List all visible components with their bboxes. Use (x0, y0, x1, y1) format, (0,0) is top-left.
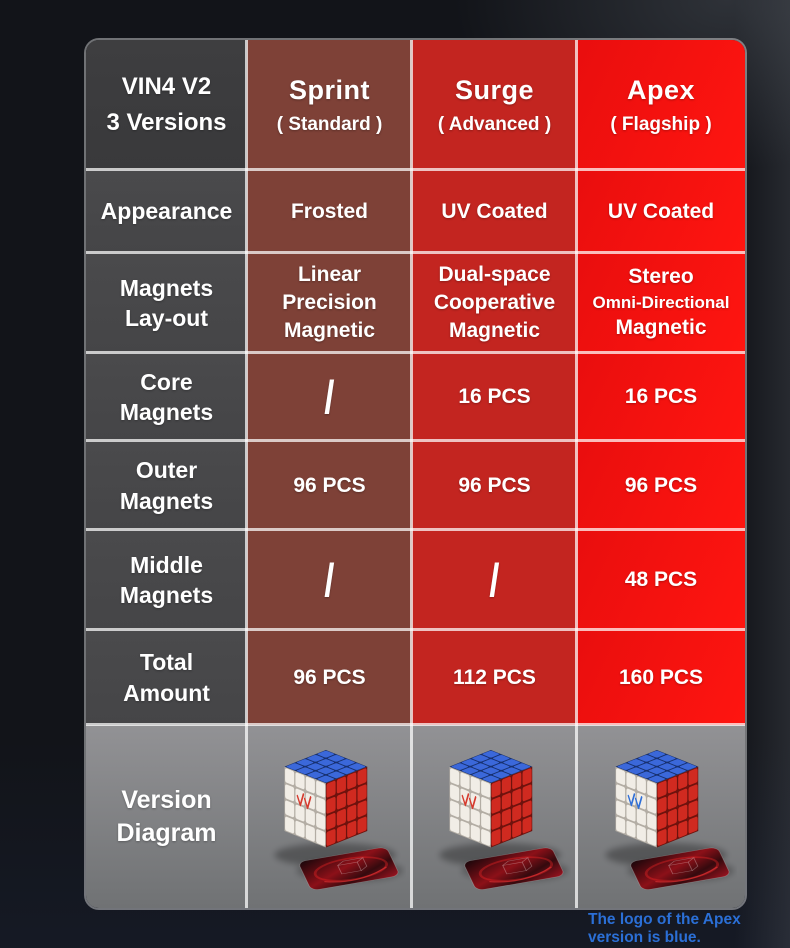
row-label-outer-magnets: Outer Magnets (86, 441, 247, 530)
apex-layout-line2: Omni-Directional (592, 292, 730, 312)
cell-outer-apex: 96 PCS (577, 441, 745, 530)
comparison-table: VIN4 V2 3 Versions Sprint ( Standard ) S… (84, 38, 747, 910)
apex-layout-line1: Stereo (628, 265, 694, 289)
cell-outer-surge: 96 PCS (412, 441, 577, 530)
header-surge-subtitle: ( Advanced ) (437, 114, 552, 136)
row-label-total-amount: Total Amount (86, 630, 247, 725)
cell-layout-surge: Dual-space Cooperative Magnetic (412, 253, 577, 353)
cell-core-surge: 16 PCS (412, 353, 577, 441)
row-label-version-diagram: Version Diagram (86, 725, 247, 908)
cell-layout-sprint: Linear Precision Magnetic (247, 253, 412, 353)
apex-logo-note: The logo of the Apex version is blue. (588, 911, 741, 947)
row-label-middle-magnets: Middle Magnets (86, 530, 247, 630)
versions-count: 3 Versions (106, 109, 227, 136)
cell-appearance-apex: UV Coated (577, 170, 745, 253)
cell-outer-sprint: 96 PCS (247, 441, 412, 530)
header-sprint: Sprint ( Standard ) (247, 40, 412, 170)
row-label-magnets-layout: Magnets Lay-out (86, 253, 247, 353)
header-apex: Apex ( Flagship ) (577, 40, 745, 170)
product-name: VIN4 V2 (121, 73, 212, 100)
header-apex-subtitle: ( Flagship ) (610, 114, 712, 136)
row-label-core-magnets: Core Magnets (86, 353, 247, 441)
cell-appearance-sprint: Frosted (247, 170, 412, 253)
cell-middle-surge: / (412, 530, 577, 630)
apex-cube-image (577, 725, 745, 908)
cell-layout-apex: Stereo Omni-Directional Magnetic (577, 253, 745, 353)
cell-total-apex: 160 PCS (577, 630, 745, 725)
surge-cube-image (412, 725, 577, 908)
cell-total-surge: 112 PCS (412, 630, 577, 725)
cell-core-sprint: / (247, 353, 412, 441)
cell-total-sprint: 96 PCS (247, 630, 412, 725)
header-apex-name: Apex (626, 74, 696, 105)
header-sprint-subtitle: ( Standard ) (276, 114, 383, 136)
apex-layout-line3: Magnetic (615, 316, 707, 340)
header-surge-name: Surge (454, 74, 535, 105)
cell-middle-apex: 48 PCS (577, 530, 745, 630)
row-label-appearance: Appearance (86, 170, 247, 253)
header-surge: Surge ( Advanced ) (412, 40, 577, 170)
cell-appearance-surge: UV Coated (412, 170, 577, 253)
sprint-cube-image (247, 725, 412, 908)
cell-core-apex: 16 PCS (577, 353, 745, 441)
cell-middle-sprint: / (247, 530, 412, 630)
table-corner-header: VIN4 V2 3 Versions (86, 40, 247, 170)
header-sprint-name: Sprint (289, 74, 370, 105)
